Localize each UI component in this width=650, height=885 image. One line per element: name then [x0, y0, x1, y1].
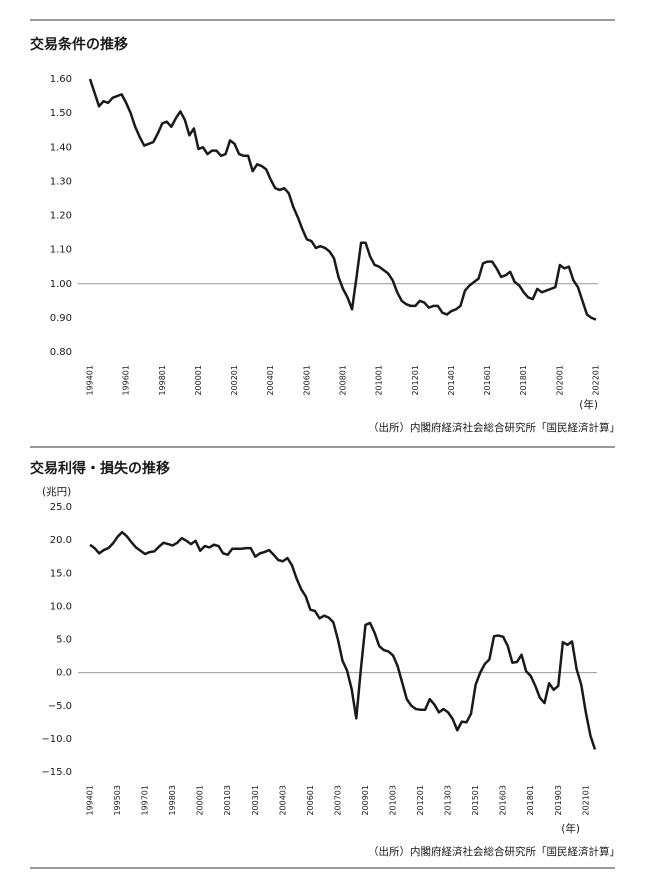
x-tick-label: 201601: [483, 365, 492, 396]
x-axis-unit: (年): [561, 822, 580, 835]
y-tick-label: 0.80: [50, 347, 72, 358]
x-tick-label: 201501: [471, 785, 480, 816]
y-tick-label: 25.0: [50, 502, 72, 513]
y-tick-label: 1.10: [50, 245, 72, 256]
chart-title: 交易条件の推移: [30, 36, 128, 53]
x-tick-label: 201001: [375, 365, 384, 396]
x-tick-label: 199801: [158, 365, 167, 396]
y-tick-label: 1.50: [50, 108, 72, 119]
x-axis-unit: (年): [579, 398, 598, 411]
x-tick-label: 199401: [86, 785, 95, 816]
y-tick-label: 10.0: [50, 601, 72, 612]
x-tick-label: 200001: [196, 785, 205, 816]
x-tick-label: 201201: [416, 785, 425, 816]
y-tick-label: 0.90: [50, 313, 72, 324]
x-tick-label: 199803: [168, 785, 177, 816]
x-tick-label: 200103: [223, 785, 232, 816]
y-tick-label: −10.0: [41, 734, 72, 745]
x-tick-label: 199503: [113, 785, 122, 816]
x-tick-label: 202001: [555, 365, 564, 396]
x-tick-label: 201303: [444, 785, 453, 816]
y-tick-label: −5.0: [48, 701, 72, 712]
y-tick-label: 5.0: [56, 635, 72, 646]
source: （出所）内閣府経済社会総合研究所「国民経済計算」: [368, 845, 620, 858]
x-tick-label: 200403: [278, 785, 287, 816]
x-tick-label: 200801: [339, 365, 348, 396]
x-tick-label: 201401: [447, 365, 456, 396]
x-tick-label: 200001: [194, 365, 203, 396]
x-tick-label: 200301: [251, 785, 260, 816]
y-tick-label: 15.0: [50, 568, 72, 579]
x-tick-label: 200901: [361, 785, 370, 816]
x-tick-label: 199701: [141, 785, 150, 816]
y-tick-label: 20.0: [50, 535, 72, 546]
x-tick-label: 202101: [581, 785, 590, 816]
y-tick-label: 1.40: [50, 142, 72, 153]
x-tick-label: 199401: [86, 365, 95, 396]
y-tick-label: 1.20: [50, 211, 72, 222]
x-tick-label: 201801: [526, 785, 535, 816]
source: （出所）内閣府経済社会総合研究所「国民経済計算」: [368, 421, 620, 434]
y-tick-label: 1.60: [50, 74, 72, 85]
x-tick-label: 199601: [122, 365, 131, 396]
x-tick-label: 200601: [306, 785, 315, 816]
x-tick-label: 201201: [411, 365, 420, 396]
x-tick-label: 201903: [554, 785, 563, 816]
y-tick-label: 0.0: [56, 668, 72, 679]
x-tick-label: 200401: [266, 365, 275, 396]
x-tick-label: 200601: [302, 365, 311, 396]
data-line: [88, 78, 597, 321]
data-line: [89, 530, 597, 750]
chart-title: 交易利得・損失の推移: [30, 460, 170, 477]
x-tick-label: 201603: [499, 785, 508, 816]
x-tick-label: 201801: [519, 365, 528, 396]
x-tick-label: 202201: [592, 365, 601, 396]
y-axis-unit: (兆円): [42, 486, 71, 498]
y-tick-label: −15.0: [41, 767, 72, 778]
x-tick-label: 200201: [230, 365, 239, 396]
x-tick-label: 201003: [389, 785, 398, 816]
y-tick-label: 1.00: [50, 279, 72, 290]
y-tick-label: 1.30: [50, 176, 72, 187]
x-tick-label: 200703: [333, 785, 342, 816]
